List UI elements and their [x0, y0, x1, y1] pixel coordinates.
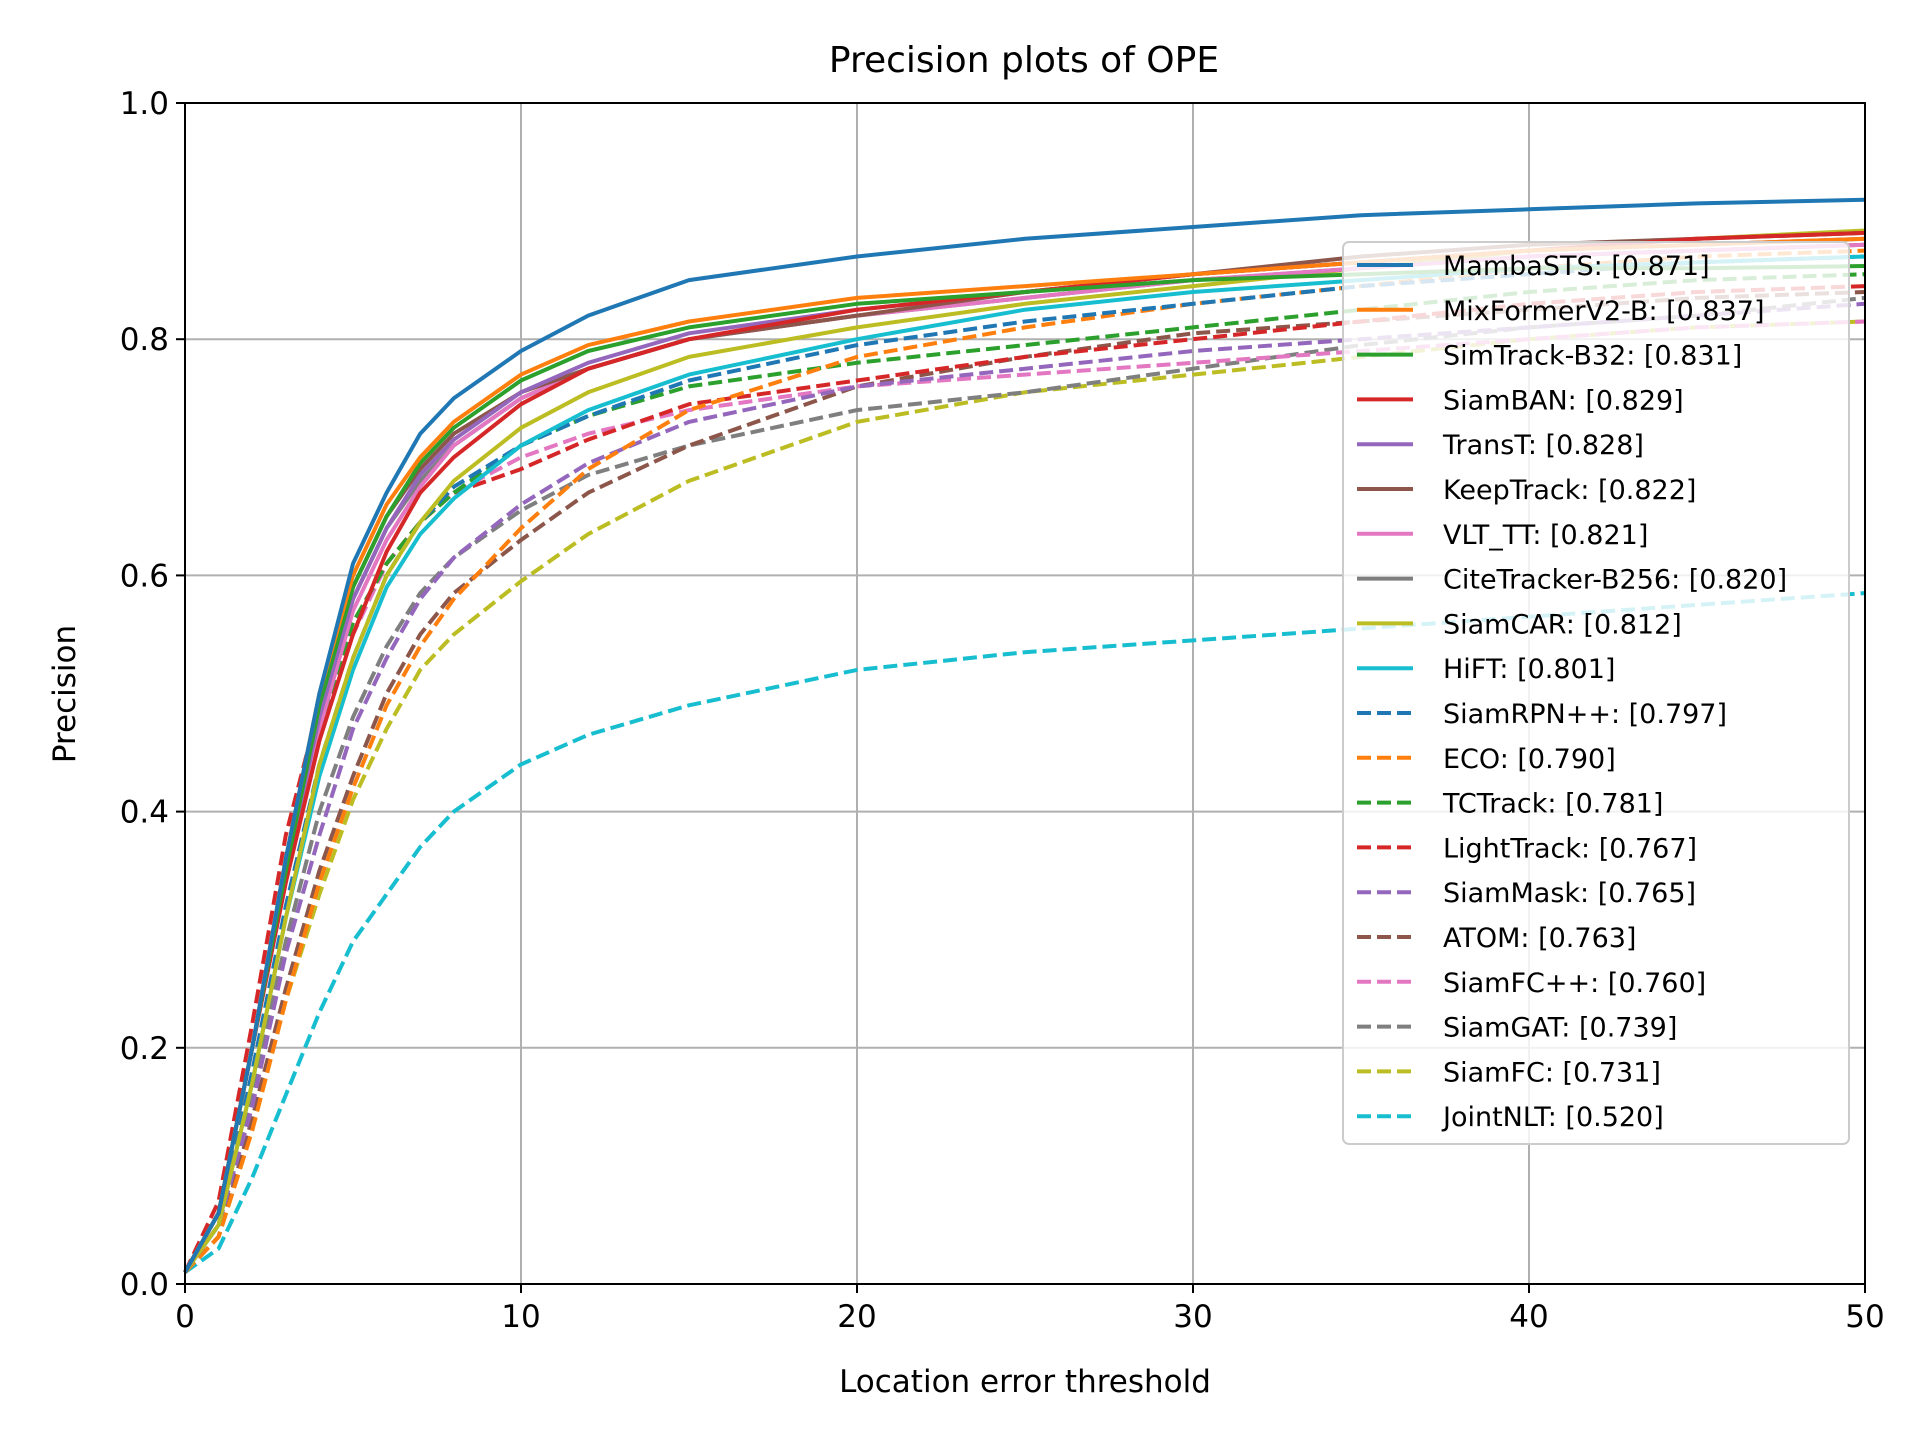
x-tick-label: 0: [175, 1299, 195, 1335]
legend-label: JointNLT: [0.520]: [1441, 1102, 1664, 1133]
legend-label: KeepTrack: [0.822]: [1443, 475, 1696, 506]
legend-label: ATOM: [0.763]: [1443, 923, 1636, 954]
legend: MambaSTS: [0.871] MixFormerV2-B: [0.837] S…: [1342, 241, 1850, 1145]
x-tick-label: 10: [501, 1299, 540, 1335]
legend-label: SimTrack-B32: [0.831]: [1443, 341, 1742, 372]
y-tick-label: 0.0: [120, 1267, 169, 1303]
x-tick-label: 30: [1173, 1299, 1212, 1335]
y-axis-label: Precision: [47, 625, 83, 763]
series-line: [183, 197, 1866, 1274]
legend-label: SiamGAT: [0.739]: [1443, 1013, 1677, 1044]
legend-label: MixFormerV2-B: [0.837]: [1443, 296, 1765, 327]
x-tick-label: 50: [1845, 1299, 1884, 1335]
legend-label: MambaSTS: [0.871]: [1443, 251, 1710, 282]
legend-label: CiteTracker-B256: [0.820]: [1443, 565, 1787, 596]
legend-label: SiamRPN++: [0.797]: [1443, 699, 1727, 730]
legend-label: SiamCAR: [0.812]: [1443, 609, 1682, 640]
y-tick-label: 0.8: [120, 322, 169, 358]
legend-label: SiamFC++: [0.760]: [1443, 968, 1706, 999]
x-axis-label: Location error threshold: [839, 1364, 1211, 1400]
x-tick-label: 40: [1509, 1299, 1548, 1335]
legend-label: ECO: [0.790]: [1443, 744, 1616, 775]
x-tick-label: 20: [837, 1299, 876, 1335]
y-tick-label: 0.6: [120, 558, 169, 594]
legend-label: VLT_TT: [0.821]: [1443, 520, 1648, 551]
plot-frame: [184, 102, 1866, 1285]
legend-label: LightTrack: [0.767]: [1443, 833, 1697, 864]
series-line: [183, 295, 1866, 1274]
legend-box: [1342, 241, 1850, 1145]
legend-label: SiamFC: [0.731]: [1443, 1057, 1661, 1088]
series-line: [183, 591, 1866, 1274]
legend-label: HiFT: [0.801]: [1443, 654, 1615, 685]
y-tick-label: 0.4: [120, 795, 169, 831]
y-tick-label: 1.0: [120, 86, 169, 122]
axis-ticks: 0 10 20 30 40 50 0.0 0.2 0.4 0.6 0.8 1.0: [120, 86, 1885, 1335]
legend-label: TransT: [0.828]: [1442, 430, 1644, 461]
legend-label: SiamMask: [0.765]: [1443, 878, 1696, 909]
chart-title: Precision plots of OPE: [829, 40, 1219, 81]
y-tick-label: 0.2: [120, 1031, 169, 1067]
legend-label: SiamBAN: [0.829]: [1443, 385, 1684, 416]
legend-label: TCTrack: [0.781]: [1442, 789, 1663, 820]
